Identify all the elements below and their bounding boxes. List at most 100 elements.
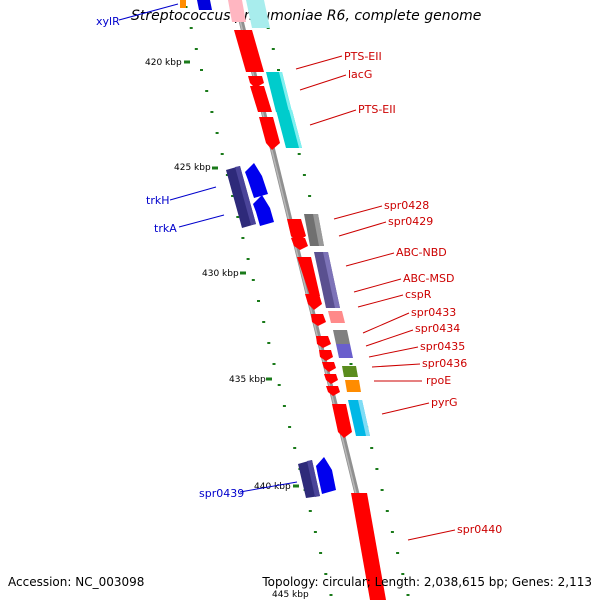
leader-spr0434 bbox=[365, 329, 414, 347]
leader-trka bbox=[178, 214, 225, 228]
leader-spr0433 bbox=[362, 312, 410, 334]
gene-spr0434 bbox=[319, 350, 333, 361]
gene-abc-nbd-tail bbox=[305, 294, 322, 310]
gene-top-orange bbox=[180, 0, 186, 8]
label-pyrg: pyrG bbox=[431, 396, 458, 409]
ruler-dot-left bbox=[200, 69, 203, 71]
ruler-dot-left bbox=[194, 48, 198, 50]
ruler-dot-right bbox=[401, 573, 405, 575]
gene-pyrg bbox=[332, 404, 352, 438]
gene-trka bbox=[253, 195, 274, 226]
label-spr0435: spr0435 bbox=[420, 340, 465, 353]
ruler-label-435: 435 kbp bbox=[229, 375, 266, 385]
label-rpoe: rpoE bbox=[426, 374, 451, 387]
gene-lacg-shade bbox=[279, 72, 292, 112]
label-trka: trkA bbox=[154, 222, 177, 235]
label-spr0436: spr0436 bbox=[422, 357, 467, 370]
label-cspr: cspR bbox=[405, 288, 432, 301]
gene-spr0433-gray bbox=[333, 330, 350, 344]
gene-pts-eii-2-arrow bbox=[259, 117, 280, 150]
leader-spr0436 bbox=[371, 363, 421, 368]
ruler-dot-right bbox=[390, 531, 394, 533]
gene-spr0433 bbox=[316, 336, 331, 348]
ruler-label-445: 445 kbp bbox=[272, 590, 309, 600]
label-spr0428: spr0428 bbox=[384, 199, 429, 212]
reverse-labels: xylR trkH trkA spr0439 bbox=[96, 15, 244, 500]
label-spr0439: spr0439 bbox=[199, 487, 244, 500]
genes-forward-outer bbox=[266, 72, 370, 436]
gene-spr0435 bbox=[322, 362, 336, 372]
ruler-label-440: 440 kbp bbox=[254, 482, 291, 492]
gene-lacg bbox=[266, 72, 292, 112]
gene-lacg-arrow bbox=[248, 76, 264, 88]
label-spr0433: spr0433 bbox=[411, 306, 456, 319]
ruler-dot-left bbox=[236, 216, 240, 218]
label-trkh: trkH bbox=[146, 194, 169, 207]
ruler-dot-left bbox=[308, 510, 312, 512]
gene-abc-msd-shade bbox=[323, 252, 340, 308]
gene-abc-nbd bbox=[297, 257, 320, 296]
top-genes bbox=[180, 0, 270, 28]
ruler-dot-left bbox=[215, 132, 219, 134]
ruler-label-420: 420 kbp bbox=[145, 58, 182, 68]
ruler-dot-left bbox=[319, 552, 323, 554]
gene-spr0436 bbox=[324, 374, 338, 384]
leader-lacg bbox=[299, 74, 347, 91]
gene-spr0428 bbox=[287, 219, 306, 242]
gene-cspr-pink bbox=[328, 311, 345, 323]
label-abc-msd: ABC-MSD bbox=[403, 272, 454, 285]
genome-title: Streptococcus pneumoniae R6, complete ge… bbox=[131, 8, 482, 24]
label-pts-eii-2: PTS-EII bbox=[358, 103, 396, 116]
leader-spr0428 bbox=[333, 205, 383, 220]
gene-pts-eii-2 bbox=[250, 86, 272, 112]
ruler-label-430: 430 kbp bbox=[202, 269, 239, 279]
ruler-dot-right bbox=[396, 552, 400, 554]
leader-spr0439 bbox=[239, 481, 298, 493]
reverse-leaders bbox=[118, 3, 298, 493]
label-abc-nbd: ABC-NBD bbox=[396, 246, 447, 259]
ruler-dot-left bbox=[246, 258, 250, 260]
ruler-dot-left bbox=[241, 237, 245, 239]
ruler-ticks bbox=[184, 60, 299, 488]
ruler-dot-right bbox=[271, 48, 275, 50]
ruler-dot-left bbox=[329, 594, 333, 596]
gene-rpoe-orange bbox=[345, 380, 361, 392]
leader-spr0435 bbox=[368, 346, 419, 358]
ruler-dot-left bbox=[272, 363, 276, 365]
ruler-dot-left bbox=[210, 111, 214, 113]
gene-pts-eii-cyan bbox=[276, 110, 302, 148]
gene-pts-eii-1 bbox=[234, 30, 264, 72]
gene-top-pink bbox=[228, 0, 246, 22]
gene-spr0440 bbox=[351, 493, 386, 600]
leader-spr0440 bbox=[407, 529, 456, 541]
gene-pyrg-cyan-shade bbox=[358, 400, 370, 436]
label-xylr: xylR bbox=[96, 15, 120, 28]
ruler-dot-left bbox=[282, 405, 286, 407]
ruler-dot-right bbox=[406, 594, 410, 596]
ruler-label-425: 425 kbp bbox=[174, 163, 211, 173]
ruler-dot-left bbox=[262, 321, 266, 323]
forward-leaders bbox=[295, 55, 456, 541]
ruler-dot-left bbox=[324, 573, 328, 575]
accession-text: Accession: NC_003098 bbox=[8, 575, 145, 589]
ruler-dot-right bbox=[375, 468, 379, 470]
gene-top-blue bbox=[197, 0, 212, 10]
gene-cspr bbox=[311, 314, 326, 326]
topology-text: Topology: circular; Length: 2,038,615 bp… bbox=[262, 575, 592, 589]
label-pts-eii-1: PTS-EII bbox=[344, 50, 382, 63]
ruler-dot-right bbox=[380, 489, 384, 491]
genes-forward-inner bbox=[234, 30, 386, 600]
leader-abc-nbd bbox=[345, 252, 395, 267]
ruler-dot-right bbox=[385, 510, 389, 512]
forward-labels: PTS-EII lacG PTS-EII spr0428 spr0429 ABC… bbox=[344, 50, 502, 536]
label-spr0434: spr0434 bbox=[415, 322, 460, 335]
ruler-dot-left bbox=[205, 90, 209, 92]
leader-trkh bbox=[169, 186, 217, 201]
ruler-dot-left bbox=[293, 447, 297, 449]
gene-spr0439-purple-shade bbox=[307, 460, 320, 497]
ruler-dot-right bbox=[297, 153, 301, 155]
gene-spr0428-gray-shade bbox=[313, 214, 324, 246]
gene-pts-eii-cyan-shade bbox=[289, 110, 302, 148]
